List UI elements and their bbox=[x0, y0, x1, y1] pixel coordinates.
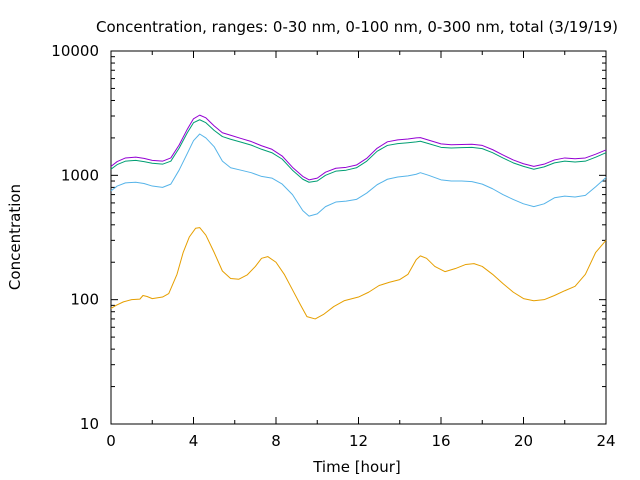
x-tick-label: 24 bbox=[596, 432, 615, 450]
y-axis-label: Concentration bbox=[6, 184, 24, 290]
chart-title: Concentration, ranges: 0-30 nm, 0-100 nm… bbox=[96, 18, 618, 36]
y-tick-label: 1000 bbox=[61, 166, 99, 184]
x-tick-label: 20 bbox=[514, 432, 533, 450]
x-axis-label: Time [hour] bbox=[312, 458, 401, 476]
x-tick-label: 4 bbox=[189, 432, 199, 450]
y-tick-label: 10000 bbox=[51, 42, 99, 60]
y-tick-label: 100 bbox=[70, 291, 99, 309]
series-0-30nm-line bbox=[110, 227, 607, 320]
series-layer bbox=[110, 114, 607, 320]
x-tick-label: 16 bbox=[431, 432, 450, 450]
x-tick-label: 12 bbox=[349, 432, 368, 450]
x-axis-ticks: 0 4 8 12 16 20 24 bbox=[106, 51, 616, 450]
x-tick-label: 0 bbox=[106, 432, 116, 450]
series-0-100nm-line bbox=[110, 133, 607, 217]
y-axis-ticks: 10 100 1000 10000 bbox=[51, 42, 606, 433]
y-tick-label: 10 bbox=[80, 415, 99, 433]
plot-area bbox=[110, 50, 607, 425]
series-0-300nm-line bbox=[110, 119, 607, 183]
series-total-line bbox=[110, 114, 607, 181]
x-tick-label: 8 bbox=[271, 432, 281, 450]
plot-frame bbox=[110, 50, 607, 425]
